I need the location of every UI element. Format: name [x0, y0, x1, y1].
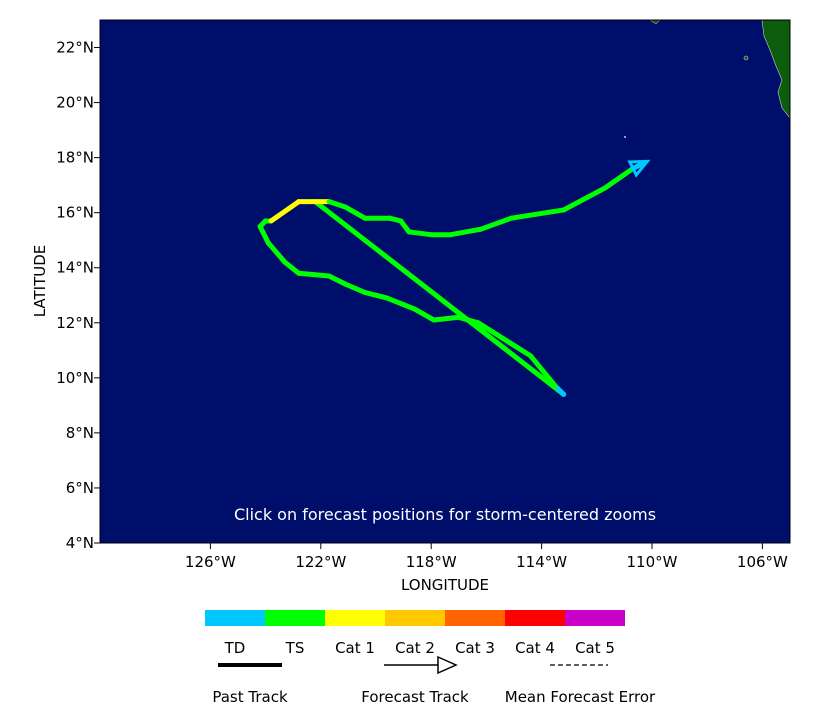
- y-tick-label: 14°N: [56, 259, 94, 277]
- forecast-arrow: [627, 159, 651, 178]
- x-tick-label: 110°W: [627, 553, 678, 571]
- category-label: Cat 1: [335, 639, 375, 657]
- track-segment: [268, 199, 302, 224]
- track-segment: [406, 229, 434, 238]
- x-tick-label: 118°W: [406, 553, 457, 571]
- track-segment: [343, 281, 368, 296]
- track-segment: [326, 199, 349, 210]
- y-tick-label: 4°N: [66, 534, 94, 552]
- category-swatch: [565, 610, 625, 626]
- track-segment: [561, 185, 608, 213]
- y-tick-label: 10°N: [56, 369, 94, 387]
- category-label: Cat 2: [395, 639, 435, 657]
- track-segment: [431, 314, 462, 323]
- category-label: TS: [285, 639, 305, 657]
- y-axis-label: LATITUDE: [31, 245, 49, 318]
- y-tick-label: 8°N: [66, 424, 94, 442]
- y-tick-label: 22°N: [56, 39, 94, 57]
- legend-label: Mean Forecast Error: [505, 688, 656, 704]
- track-segment: [478, 215, 514, 232]
- track-segment: [343, 204, 368, 221]
- track-segment: [475, 320, 534, 359]
- category-swatch: [265, 610, 325, 626]
- category-label: TD: [224, 639, 246, 657]
- x-tick-label: 114°W: [516, 553, 567, 571]
- x-axis-label: LONGITUDE: [401, 576, 489, 594]
- track-segment: [508, 207, 567, 221]
- track-segment: [630, 160, 647, 172]
- track-segment: [296, 270, 332, 279]
- category-label: Cat 5: [575, 639, 615, 657]
- y-tick-label: 6°N: [66, 479, 94, 497]
- track-segment: [282, 259, 302, 276]
- category-swatch: [325, 610, 385, 626]
- track-segment: [265, 240, 288, 265]
- category-swatch: [385, 610, 445, 626]
- island: [743, 55, 749, 61]
- forecast-track-symbol: [437, 655, 458, 675]
- y-tick-label: 16°N: [56, 204, 94, 222]
- plot-frame: [99, 19, 791, 544]
- legend-label: Forecast Track: [361, 688, 469, 704]
- x-tick-label: 122°W: [295, 553, 346, 571]
- track-segment: [326, 273, 349, 287]
- category-label: Cat 3: [455, 639, 495, 657]
- island: [624, 136, 626, 138]
- category-swatch: [445, 610, 505, 626]
- annotation: Click on forecast positions for storm-ce…: [234, 505, 656, 524]
- track-segment: [528, 353, 558, 389]
- track-segment: [602, 166, 636, 191]
- ocean: [100, 20, 790, 543]
- category-label: Cat 4: [515, 639, 555, 657]
- track-segment: [384, 295, 418, 312]
- y-tick-label: 20°N: [56, 94, 94, 112]
- category-swatch: [205, 610, 265, 626]
- track-segment: [412, 306, 437, 323]
- y-tick-label: 18°N: [56, 149, 94, 167]
- legend-label: Past Track: [212, 688, 288, 704]
- track-segment: [362, 290, 390, 301]
- y-tick-label: 12°N: [56, 314, 94, 332]
- track-segment: [448, 226, 484, 238]
- track-segment: [456, 314, 481, 326]
- tracks: [257, 159, 651, 397]
- x-tick-label: 126°W: [185, 553, 236, 571]
- track-segment: [257, 223, 271, 246]
- x-tick-label: 106°W: [737, 553, 788, 571]
- track-segment: [312, 199, 567, 397]
- category-swatch: [505, 610, 565, 626]
